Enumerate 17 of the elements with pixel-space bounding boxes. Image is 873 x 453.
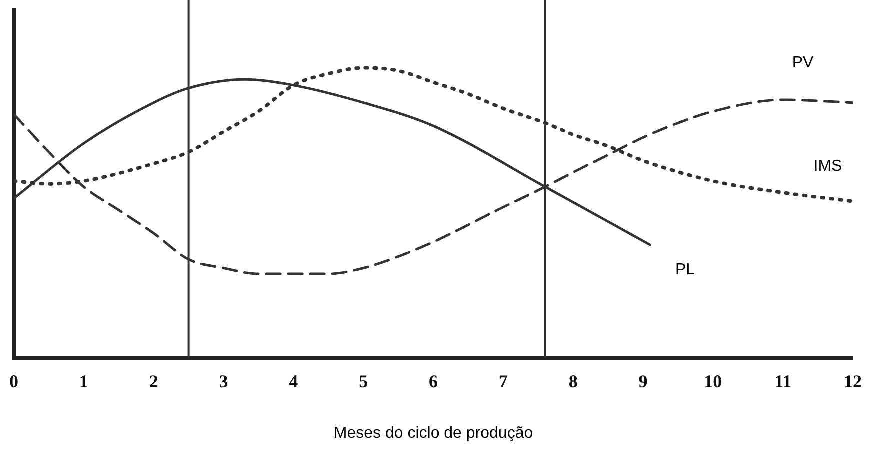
x-tick-label: 11	[774, 372, 792, 392]
series-label: PL	[675, 261, 696, 278]
x-tick-label: 12	[844, 372, 862, 392]
x-tick-label: 5	[359, 372, 368, 392]
x-tick-label: 7	[498, 372, 508, 392]
series-label: PV	[792, 54, 814, 72]
x-tick-label: 6	[429, 372, 438, 392]
x-tick-label: 0	[10, 372, 18, 392]
x-tick-label: 2	[149, 372, 158, 392]
x-tick-label: 1	[79, 372, 88, 392]
x-tick-label: 10	[704, 372, 722, 392]
x-tick-label: 9	[638, 372, 648, 392]
x-tick-label: 4	[289, 372, 298, 392]
x-tick-label: 8	[568, 372, 578, 392]
series-label: IMS	[814, 158, 842, 175]
x-axis-title: Meses do ciclo de produção	[334, 424, 534, 442]
x-tick-label: 3	[219, 372, 228, 392]
